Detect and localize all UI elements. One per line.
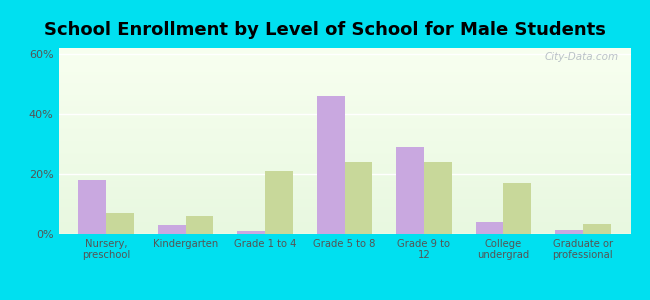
Bar — [158, 225, 186, 234]
Bar — [79, 180, 106, 234]
Bar — [503, 183, 531, 234]
Bar — [555, 230, 583, 234]
Bar — [344, 162, 372, 234]
Bar — [106, 213, 134, 234]
Bar — [186, 216, 213, 234]
Bar — [237, 231, 265, 234]
Text: City-Data.com: City-Data.com — [545, 52, 619, 62]
Bar — [317, 96, 345, 234]
Bar — [476, 222, 503, 234]
Bar — [583, 224, 610, 234]
Bar — [265, 171, 293, 234]
Bar — [396, 147, 424, 234]
Bar — [424, 162, 452, 234]
Text: School Enrollment by Level of School for Male Students: School Enrollment by Level of School for… — [44, 21, 606, 39]
